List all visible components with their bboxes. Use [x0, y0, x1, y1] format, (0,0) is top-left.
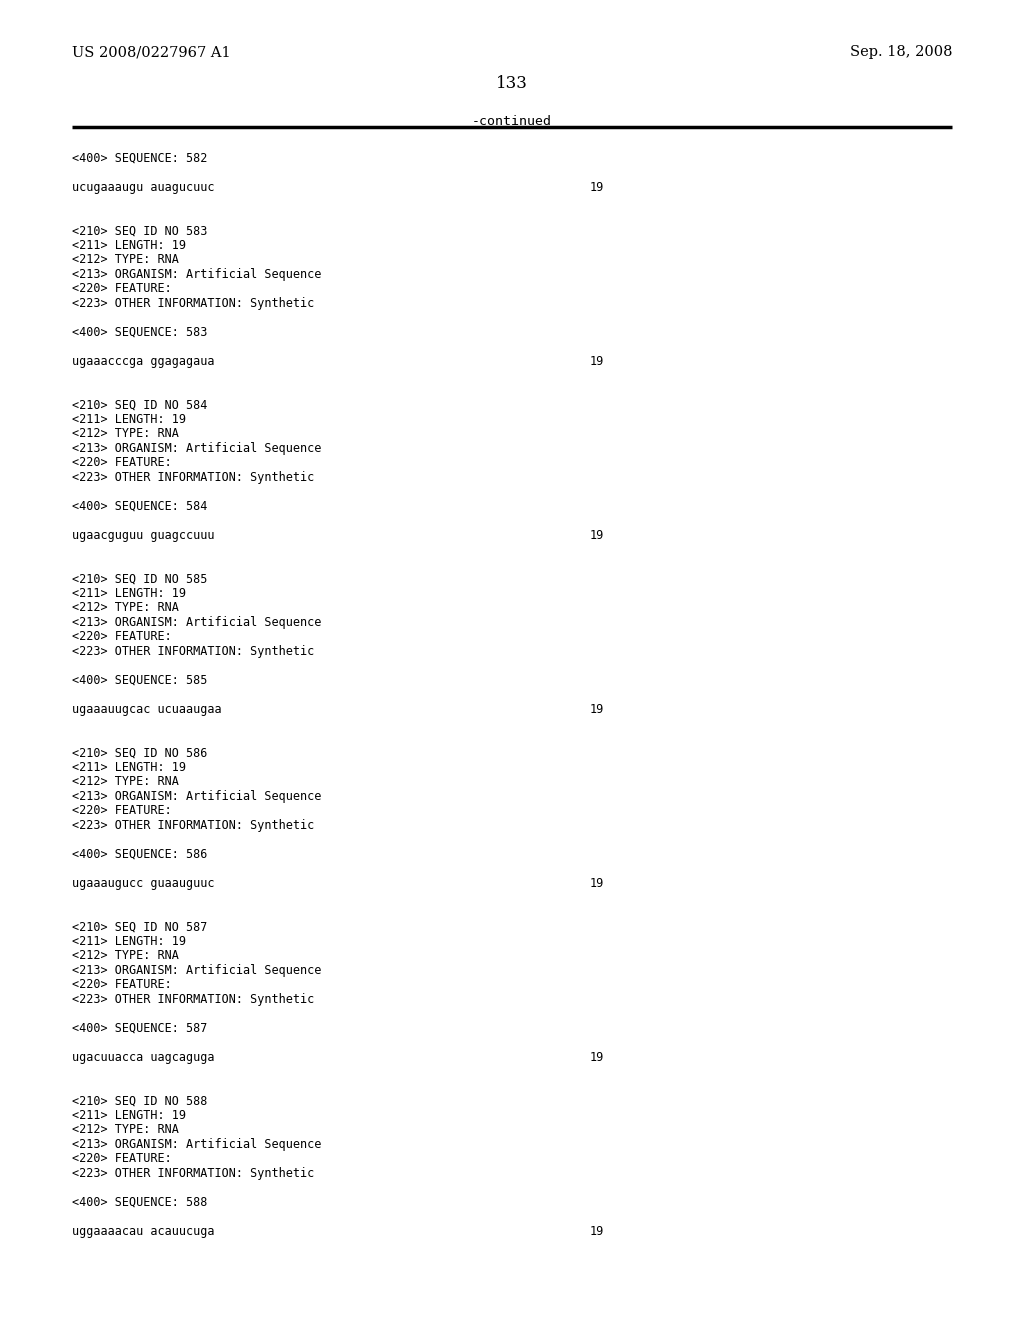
Text: <211> LENGTH: 19: <211> LENGTH: 19 — [72, 1109, 186, 1122]
Text: 19: 19 — [590, 704, 604, 715]
Text: <223> OTHER INFORMATION: Synthetic: <223> OTHER INFORMATION: Synthetic — [72, 297, 314, 310]
Text: <223> OTHER INFORMATION: Synthetic: <223> OTHER INFORMATION: Synthetic — [72, 645, 314, 657]
Text: <212> TYPE: RNA: <212> TYPE: RNA — [72, 428, 179, 441]
Text: <400> SEQUENCE: 587: <400> SEQUENCE: 587 — [72, 1022, 208, 1035]
Text: ugaacguguu guagccuuu: ugaacguguu guagccuuu — [72, 529, 214, 543]
Text: <210> SEQ ID NO 588: <210> SEQ ID NO 588 — [72, 1094, 208, 1107]
Text: -continued: -continued — [472, 115, 552, 128]
Text: 19: 19 — [590, 529, 604, 543]
Text: <400> SEQUENCE: 584: <400> SEQUENCE: 584 — [72, 500, 208, 513]
Text: <223> OTHER INFORMATION: Synthetic: <223> OTHER INFORMATION: Synthetic — [72, 818, 314, 832]
Text: <211> LENGTH: 19: <211> LENGTH: 19 — [72, 762, 186, 774]
Text: <212> TYPE: RNA: <212> TYPE: RNA — [72, 949, 179, 962]
Text: <213> ORGANISM: Artificial Sequence: <213> ORGANISM: Artificial Sequence — [72, 616, 322, 630]
Text: <220> FEATURE:: <220> FEATURE: — [72, 631, 172, 643]
Text: <400> SEQUENCE: 583: <400> SEQUENCE: 583 — [72, 326, 208, 339]
Text: <220> FEATURE:: <220> FEATURE: — [72, 804, 172, 817]
Text: <211> LENGTH: 19: <211> LENGTH: 19 — [72, 587, 186, 601]
Text: <223> OTHER INFORMATION: Synthetic: <223> OTHER INFORMATION: Synthetic — [72, 1167, 314, 1180]
Text: <213> ORGANISM: Artificial Sequence: <213> ORGANISM: Artificial Sequence — [72, 268, 322, 281]
Text: <400> SEQUENCE: 582: <400> SEQUENCE: 582 — [72, 152, 208, 165]
Text: <212> TYPE: RNA: <212> TYPE: RNA — [72, 775, 179, 788]
Text: <211> LENGTH: 19: <211> LENGTH: 19 — [72, 239, 186, 252]
Text: <211> LENGTH: 19: <211> LENGTH: 19 — [72, 935, 186, 948]
Text: 19: 19 — [590, 1225, 604, 1238]
Text: <400> SEQUENCE: 588: <400> SEQUENCE: 588 — [72, 1196, 208, 1209]
Text: <210> SEQ ID NO 584: <210> SEQ ID NO 584 — [72, 399, 208, 412]
Text: <210> SEQ ID NO 585: <210> SEQ ID NO 585 — [72, 573, 208, 586]
Text: <210> SEQ ID NO 587: <210> SEQ ID NO 587 — [72, 920, 208, 933]
Text: ugaaaugucc guaauguuc: ugaaaugucc guaauguuc — [72, 876, 214, 890]
Text: <210> SEQ ID NO 583: <210> SEQ ID NO 583 — [72, 224, 208, 238]
Text: ugaaacccga ggagagaua: ugaaacccga ggagagaua — [72, 355, 214, 368]
Text: <212> TYPE: RNA: <212> TYPE: RNA — [72, 1123, 179, 1137]
Text: <400> SEQUENCE: 586: <400> SEQUENCE: 586 — [72, 847, 208, 861]
Text: 19: 19 — [590, 1051, 604, 1064]
Text: <220> FEATURE:: <220> FEATURE: — [72, 282, 172, 296]
Text: <400> SEQUENCE: 585: <400> SEQUENCE: 585 — [72, 675, 208, 686]
Text: <212> TYPE: RNA: <212> TYPE: RNA — [72, 602, 179, 615]
Text: <223> OTHER INFORMATION: Synthetic: <223> OTHER INFORMATION: Synthetic — [72, 993, 314, 1006]
Text: ucugaaaugu auagucuuc: ucugaaaugu auagucuuc — [72, 181, 214, 194]
Text: uggaaaacau acauucuga: uggaaaacau acauucuga — [72, 1225, 214, 1238]
Text: ugacuuacca uagcaguga: ugacuuacca uagcaguga — [72, 1051, 214, 1064]
Text: <211> LENGTH: 19: <211> LENGTH: 19 — [72, 413, 186, 426]
Text: <213> ORGANISM: Artificial Sequence: <213> ORGANISM: Artificial Sequence — [72, 964, 322, 977]
Text: <220> FEATURE:: <220> FEATURE: — [72, 1152, 172, 1166]
Text: <213> ORGANISM: Artificial Sequence: <213> ORGANISM: Artificial Sequence — [72, 1138, 322, 1151]
Text: US 2008/0227967 A1: US 2008/0227967 A1 — [72, 45, 230, 59]
Text: <213> ORGANISM: Artificial Sequence: <213> ORGANISM: Artificial Sequence — [72, 789, 322, 803]
Text: <220> FEATURE:: <220> FEATURE: — [72, 978, 172, 991]
Text: 133: 133 — [496, 75, 528, 92]
Text: <213> ORGANISM: Artificial Sequence: <213> ORGANISM: Artificial Sequence — [72, 442, 322, 455]
Text: 19: 19 — [590, 876, 604, 890]
Text: ugaaauugcac ucuaaugaa: ugaaauugcac ucuaaugaa — [72, 704, 221, 715]
Text: 19: 19 — [590, 181, 604, 194]
Text: <212> TYPE: RNA: <212> TYPE: RNA — [72, 253, 179, 267]
Text: Sep. 18, 2008: Sep. 18, 2008 — [850, 45, 952, 59]
Text: <223> OTHER INFORMATION: Synthetic: <223> OTHER INFORMATION: Synthetic — [72, 471, 314, 484]
Text: 19: 19 — [590, 355, 604, 368]
Text: <220> FEATURE:: <220> FEATURE: — [72, 457, 172, 470]
Text: <210> SEQ ID NO 586: <210> SEQ ID NO 586 — [72, 747, 208, 759]
